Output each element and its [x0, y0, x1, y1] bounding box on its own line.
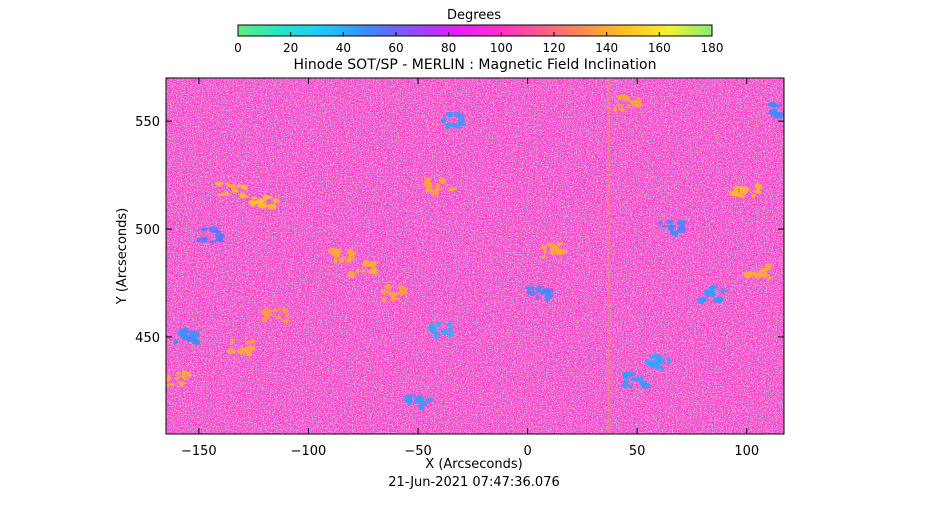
chart-title: Hinode SOT/SP - MERLIN : Magnetic Field … [293, 57, 656, 73]
colorbar-tick-label: 20 [283, 41, 298, 55]
heatmap-patch [347, 259, 378, 278]
heatmap-patch [260, 307, 291, 324]
heatmap-patch [767, 101, 784, 119]
y-tick-label: 450 [135, 331, 160, 346]
colorbar-tick-label: 60 [388, 41, 403, 55]
x-tick-label: 0 [523, 444, 531, 459]
colorbar-tick-label: 160 [648, 41, 671, 55]
heatmap-patch [226, 338, 256, 357]
colorbar-tick-label: 40 [336, 41, 351, 55]
colorbar-tick-label: 140 [595, 41, 618, 55]
heatmap-patch [440, 111, 466, 130]
heatmap-patch [540, 242, 567, 259]
y-axis: 450 500 550 [135, 115, 784, 346]
x-tick-label: −50 [404, 444, 431, 459]
heatmap-features [166, 78, 784, 434]
colorbar: Degrees 0 20 40 60 80 100 120 140 160 180 [234, 8, 723, 55]
heatmap-patch [644, 353, 671, 373]
heatmap-patch [696, 285, 729, 304]
colorbar-tick-label: 100 [490, 41, 513, 55]
colorbar-tick-label: 0 [234, 41, 242, 55]
x-tick-label: 50 [629, 444, 646, 459]
heatmap-speckle-yellow [166, 78, 784, 434]
heatmap-patch [196, 225, 226, 244]
heatmap-patch [173, 327, 201, 346]
heatmap-patch [380, 283, 408, 304]
heatmap-patch [422, 177, 458, 196]
y-tick-label: 550 [135, 115, 160, 130]
heatmap-patch [657, 219, 687, 238]
plot-frame [165, 77, 785, 435]
heatmap-patch [729, 183, 763, 199]
colorbar-ticks: 0 20 40 60 80 100 120 140 160 180 [234, 32, 723, 55]
colorbar-tick-label: 80 [441, 41, 456, 55]
timestamp: 21-Jun-2021 07:47:36.076 [388, 475, 560, 490]
x-tick-label: −100 [291, 444, 327, 459]
heatmap-patch [403, 394, 434, 411]
heatmap-patch [166, 370, 193, 388]
x-axis-label: X (Arcseconds) [425, 457, 522, 472]
heatmap-patch [621, 371, 652, 390]
heatmap-patch [743, 263, 774, 282]
colorbar-tick-label: 120 [543, 41, 566, 55]
heatmap-patch [428, 321, 455, 339]
heatmap-patch [214, 181, 250, 199]
colorbar-gradient [237, 24, 713, 37]
x-axis: −150 −100 −50 0 50 100 [181, 78, 759, 459]
colorbar-label: Degrees [447, 8, 501, 23]
scan-artifact-stripe [607, 78, 611, 434]
heatmap-patch [524, 285, 554, 304]
x-tick-label: 100 [734, 444, 759, 459]
y-tick-label: 500 [135, 223, 160, 238]
x-tick-label: −150 [181, 444, 217, 459]
y-axis-label: Y (Arcseconds) [115, 208, 130, 305]
heatmap-patch [248, 194, 280, 210]
heatmap-patch [612, 94, 643, 113]
plot-area [166, 78, 784, 434]
colorbar-tick-label: 180 [701, 41, 724, 55]
heatmap-patch [327, 247, 356, 264]
